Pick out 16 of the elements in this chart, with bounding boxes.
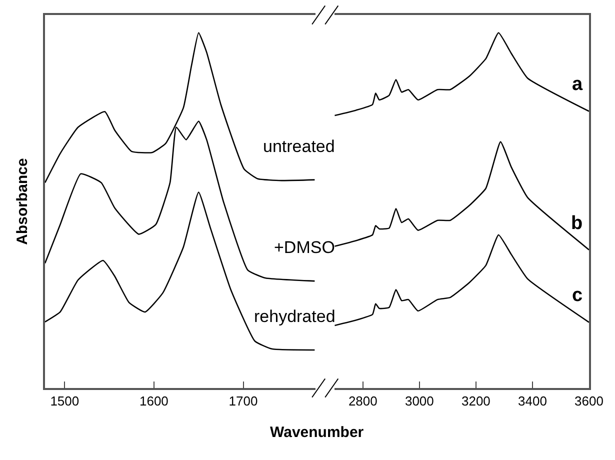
series-label: c [572,285,583,306]
x-tick-label: 1700 [228,393,258,408]
y-axis-title: Absorbance [14,158,31,245]
x-axis-title: Wavenumber [270,424,364,441]
x-tick-label: 2800 [348,393,378,408]
x-tick-label: 3000 [404,393,434,408]
x-tick-label: 3400 [518,393,547,408]
series-label: rehydrated [254,307,336,326]
series-label: +DMSO [274,238,335,257]
x-tick-label: 3600 [574,393,604,408]
x-tick-label: 3200 [461,393,490,408]
series-label: a [572,74,583,95]
series-label: b [571,213,583,234]
x-tick-label: 1600 [139,393,168,408]
series-label: untreated [263,137,335,156]
x-tick-label: 1500 [50,393,80,408]
